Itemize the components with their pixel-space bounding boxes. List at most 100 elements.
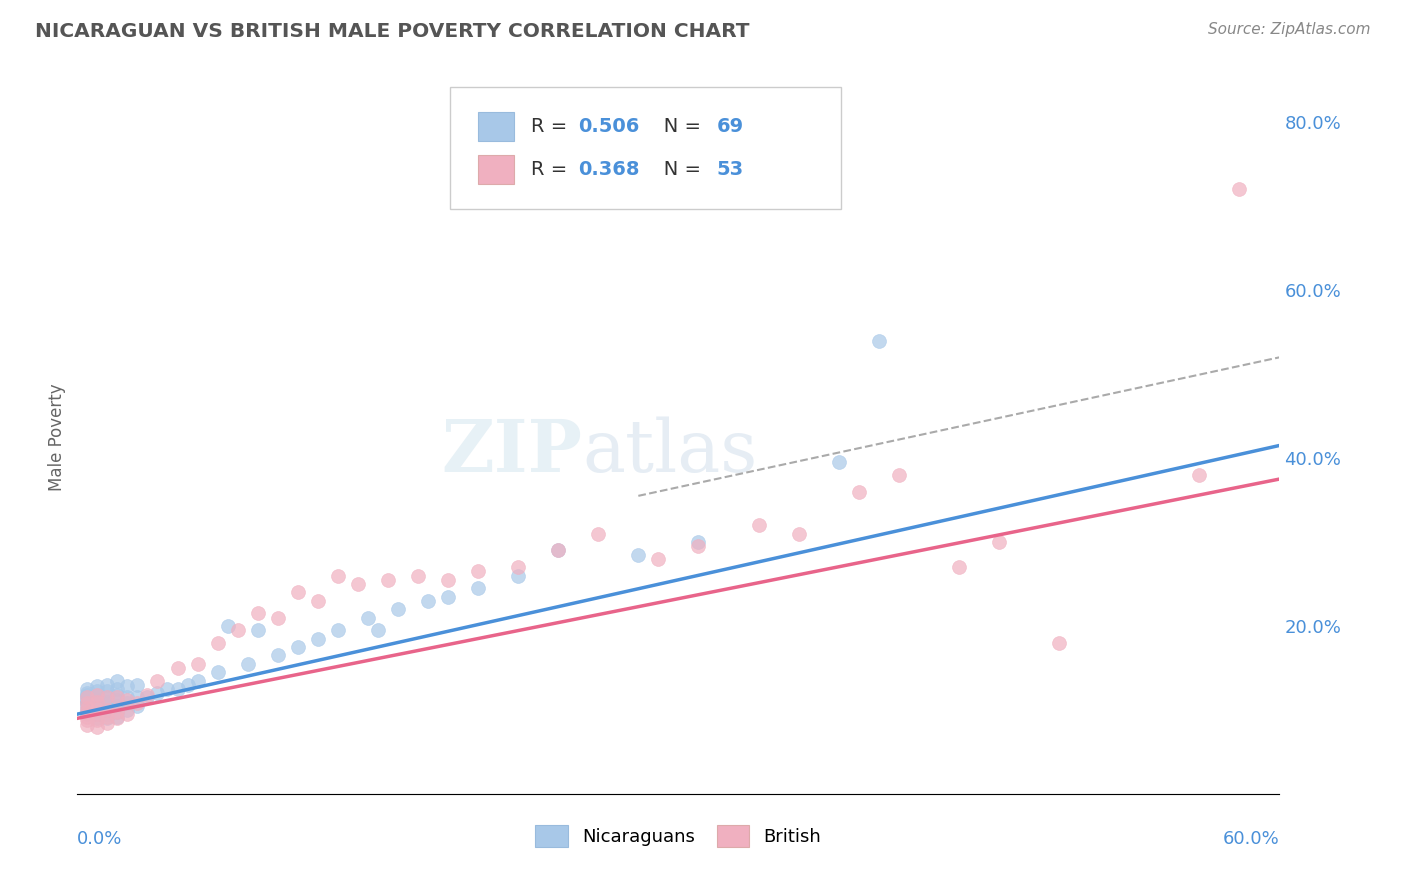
- Point: [828, 455, 851, 469]
- Point: [117, 693, 139, 707]
- Point: [207, 665, 229, 680]
- Point: [96, 690, 118, 705]
- Point: [96, 694, 118, 708]
- Point: [127, 690, 149, 705]
- Point: [1229, 182, 1251, 196]
- Point: [86, 713, 108, 727]
- Point: [86, 688, 108, 702]
- Point: [107, 705, 129, 719]
- Point: [467, 565, 489, 579]
- Point: [96, 678, 118, 692]
- Point: [246, 607, 269, 621]
- Point: [117, 696, 139, 710]
- Text: N =: N =: [645, 160, 707, 179]
- Point: [416, 594, 439, 608]
- Point: [627, 548, 650, 562]
- Text: 53: 53: [717, 160, 744, 179]
- Point: [437, 573, 460, 587]
- Point: [86, 701, 108, 715]
- Point: [76, 709, 98, 723]
- Point: [547, 543, 569, 558]
- Point: [136, 688, 159, 702]
- Point: [76, 696, 98, 710]
- Point: [887, 467, 910, 482]
- Point: [76, 694, 98, 708]
- Point: [146, 686, 169, 700]
- Point: [127, 678, 149, 692]
- Point: [287, 585, 309, 599]
- Text: R =: R =: [530, 117, 574, 136]
- Point: [96, 709, 118, 723]
- Point: [76, 707, 98, 722]
- Point: [307, 594, 329, 608]
- Point: [96, 703, 118, 717]
- Point: [117, 680, 139, 694]
- Point: [508, 568, 530, 582]
- Point: [547, 543, 569, 558]
- Point: [688, 539, 710, 553]
- Point: [76, 686, 98, 700]
- Point: [246, 623, 269, 637]
- Point: [127, 698, 149, 713]
- Point: [76, 703, 98, 717]
- Point: [146, 673, 169, 688]
- Point: [86, 688, 108, 702]
- Point: [107, 693, 129, 707]
- Point: [86, 694, 108, 708]
- Point: [107, 673, 129, 688]
- Point: [76, 681, 98, 696]
- Point: [96, 684, 118, 698]
- Point: [127, 696, 149, 710]
- Point: [86, 690, 108, 705]
- Point: [86, 693, 108, 707]
- Point: [226, 623, 249, 637]
- Point: [508, 560, 530, 574]
- Point: [217, 619, 239, 633]
- Point: [406, 568, 429, 582]
- Text: 0.368: 0.368: [579, 160, 640, 179]
- Point: [86, 680, 108, 694]
- Point: [86, 720, 108, 734]
- Point: [207, 636, 229, 650]
- Point: [588, 526, 610, 541]
- Point: [96, 698, 118, 713]
- Point: [107, 711, 129, 725]
- Point: [347, 577, 370, 591]
- Point: [166, 681, 188, 696]
- Legend: Nicaraguans, British: Nicaraguans, British: [526, 816, 831, 856]
- Point: [96, 690, 118, 705]
- Text: 60.0%: 60.0%: [1223, 830, 1279, 847]
- Point: [948, 560, 970, 574]
- Text: 0.0%: 0.0%: [77, 830, 122, 847]
- Point: [107, 688, 129, 702]
- Point: [387, 602, 409, 616]
- Point: [86, 707, 108, 722]
- FancyBboxPatch shape: [478, 155, 513, 184]
- Point: [988, 535, 1011, 549]
- Point: [848, 484, 870, 499]
- Point: [166, 661, 188, 675]
- Point: [76, 701, 98, 715]
- Text: ZIP: ZIP: [441, 416, 582, 487]
- FancyBboxPatch shape: [478, 112, 513, 141]
- Point: [76, 690, 98, 705]
- Point: [107, 705, 129, 719]
- Point: [86, 711, 108, 725]
- Point: [86, 707, 108, 722]
- Point: [76, 713, 98, 727]
- Point: [86, 684, 108, 698]
- Point: [647, 551, 669, 566]
- Point: [748, 518, 770, 533]
- Point: [326, 623, 349, 637]
- Point: [76, 718, 98, 732]
- Point: [1047, 636, 1070, 650]
- Point: [117, 707, 139, 722]
- Point: [96, 703, 118, 717]
- Point: [868, 334, 890, 348]
- Point: [76, 690, 98, 705]
- Point: [287, 640, 309, 654]
- Point: [467, 581, 489, 595]
- Point: [688, 535, 710, 549]
- Y-axis label: Male Poverty: Male Poverty: [48, 384, 66, 491]
- Text: Source: ZipAtlas.com: Source: ZipAtlas.com: [1208, 22, 1371, 37]
